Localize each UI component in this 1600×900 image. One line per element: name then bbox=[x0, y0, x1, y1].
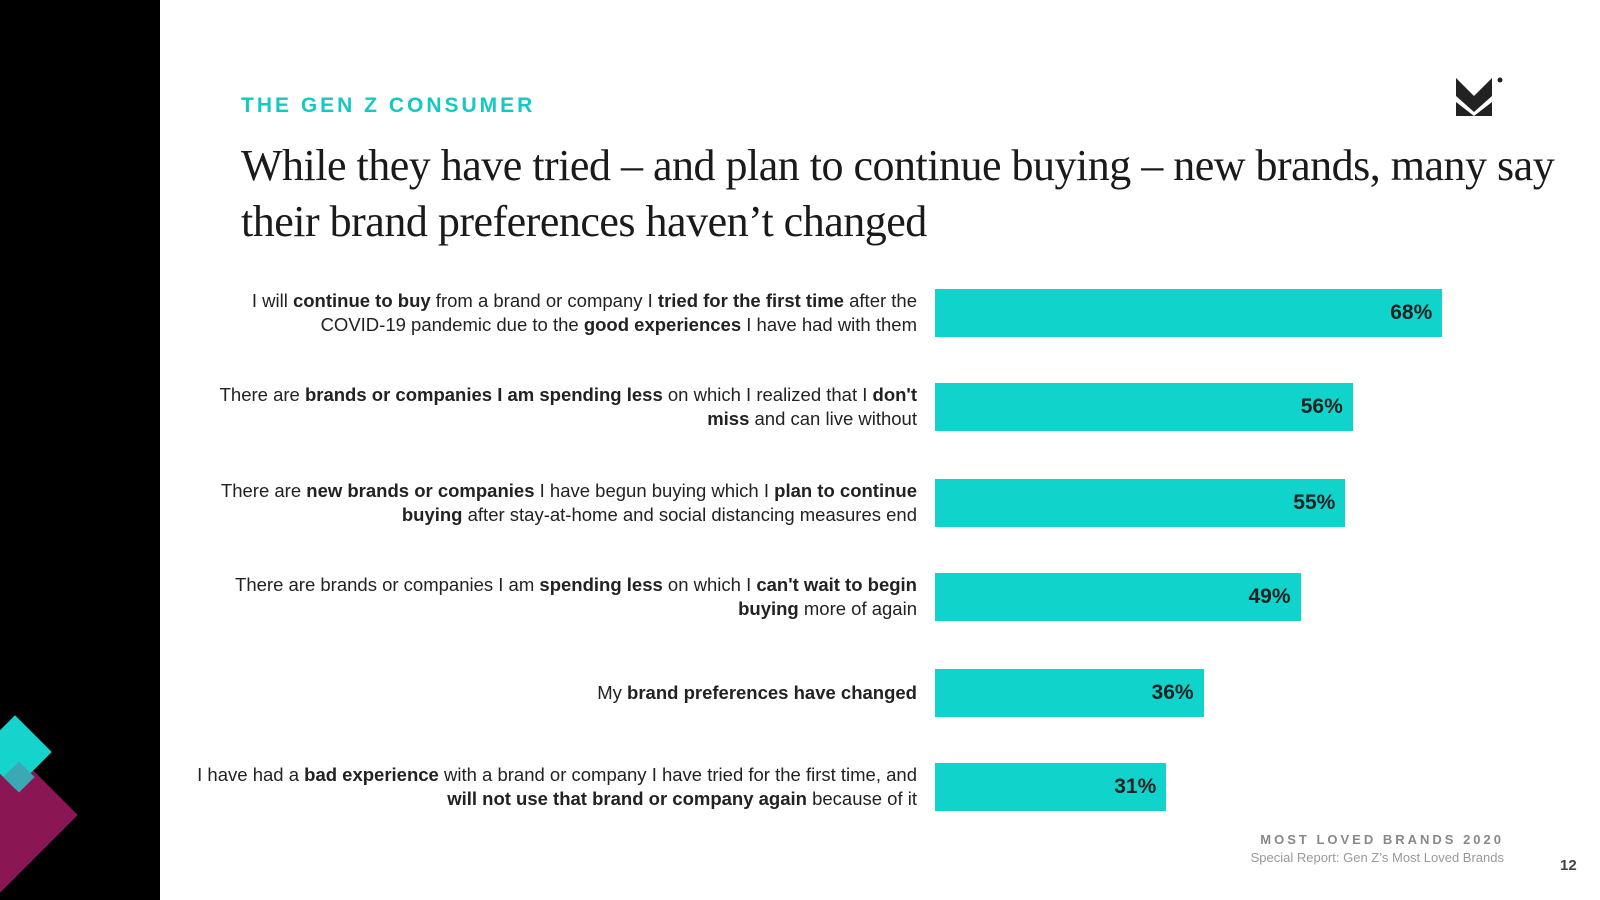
bar: 56% bbox=[935, 383, 1353, 431]
report-subtitle: Special Report: Gen Z’s Most Loved Brand… bbox=[1250, 850, 1504, 865]
bar-category-label: There are brands or companies I am spend… bbox=[235, 574, 917, 619]
page-number: 12 bbox=[1560, 857, 1577, 874]
bar: 49% bbox=[935, 573, 1301, 621]
bar: 68% bbox=[935, 289, 1443, 337]
brand-logo-icon bbox=[1456, 76, 1504, 121]
bar-category-label: There are brands or companies I am spend… bbox=[219, 384, 917, 429]
section-kicker: THE GEN Z CONSUMER bbox=[241, 94, 536, 117]
page-title: While they have tried – and plan to cont… bbox=[241, 141, 1555, 246]
decorative-sidebar bbox=[0, 0, 160, 900]
bar-category-label: I will continue to buy from a brand or c… bbox=[251, 290, 917, 335]
bar-value-label: 68% bbox=[1390, 301, 1433, 324]
bar: 55% bbox=[935, 479, 1346, 527]
bar-category-label: I have had a bad experience with a brand… bbox=[197, 764, 917, 809]
bar-category-label: My brand preferences have changed bbox=[597, 682, 917, 703]
bar-value-label: 55% bbox=[1293, 491, 1336, 514]
report-name: MOST LOVED BRANDS 2020 bbox=[1260, 832, 1504, 847]
bar-value-label: 36% bbox=[1151, 681, 1194, 704]
bar: 36% bbox=[935, 669, 1204, 717]
bar-value-label: 56% bbox=[1300, 395, 1343, 418]
bar-value-label: 49% bbox=[1248, 585, 1291, 608]
bar: 31% bbox=[935, 763, 1167, 811]
bar-value-label: 31% bbox=[1114, 775, 1157, 798]
bar-category-label: There are new brands or companies I have… bbox=[220, 480, 917, 525]
